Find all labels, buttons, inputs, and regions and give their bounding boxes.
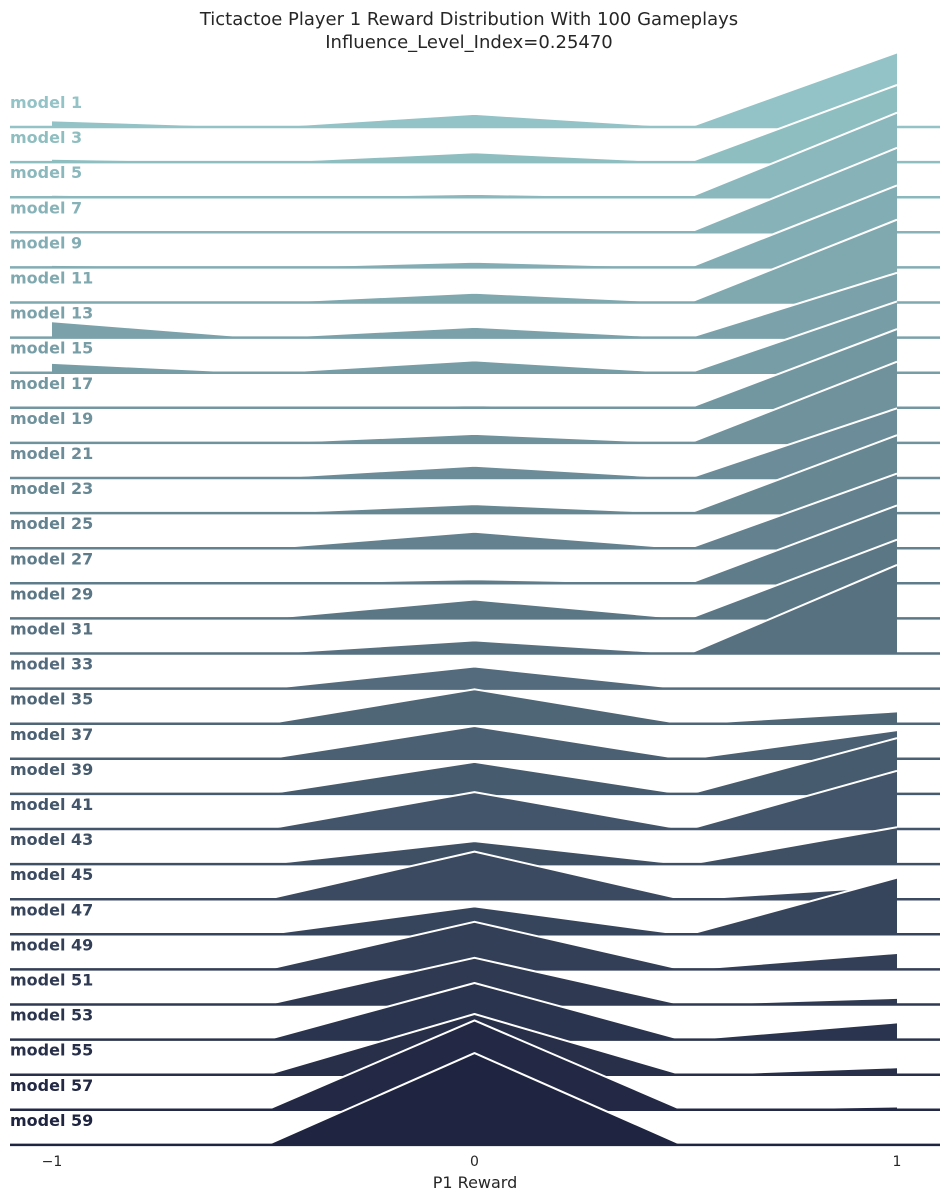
ridge-model-31: model 31 (10, 563, 940, 655)
ridge-area (52, 726, 897, 759)
series-label: model 1 (10, 93, 82, 112)
ridge-area (52, 738, 897, 794)
series-label: model 15 (10, 339, 93, 358)
series-label: model 33 (10, 655, 93, 674)
series-label: model 5 (10, 163, 82, 182)
x-tick-label: −1 (42, 1154, 63, 1170)
series-label: model 7 (10, 198, 82, 217)
series-label: model 39 (10, 760, 93, 779)
series-label: model 51 (10, 971, 93, 990)
series-label: model 27 (10, 549, 93, 568)
ridge-area (52, 827, 897, 865)
series-label: model 9 (10, 233, 82, 252)
ridge-area (52, 361, 897, 443)
x-axis-label: P1 Reward (433, 1173, 518, 1192)
ridge-model-35: model 35 (10, 688, 940, 725)
series-label: model 25 (10, 514, 93, 533)
series-label: model 55 (10, 1041, 93, 1060)
series-label: model 43 (10, 830, 93, 849)
ridge-model-53: model 53 (10, 982, 940, 1041)
series-label: model 19 (10, 409, 93, 428)
ridge-area (52, 1053, 897, 1145)
ridge-model-19: model 19 (10, 360, 940, 445)
series-label: model 17 (10, 374, 93, 393)
ridge-area (52, 564, 897, 654)
ridge-model-11: model 11 (10, 218, 940, 304)
ridge-area (52, 219, 897, 303)
x-tick-label: 1 (893, 1154, 902, 1170)
ridge-area (52, 689, 897, 724)
series-label: model 49 (10, 935, 93, 954)
series-label: model 35 (10, 690, 93, 709)
ridges-group: model 1 model 3 model 5 model 7 model 9 model… (10, 51, 940, 1147)
series-label: model 31 (10, 620, 93, 639)
series-label: model 59 (10, 1111, 93, 1130)
chart-title: Tictactoe Player 1 Reward Distribution W… (199, 9, 738, 30)
series-label: model 29 (10, 584, 93, 603)
ridge-area (52, 666, 897, 689)
series-label: model 3 (10, 128, 82, 147)
series-label: model 47 (10, 900, 93, 919)
series-label: model 11 (10, 269, 93, 288)
ridge-area (52, 921, 897, 970)
chart-subtitle: Influence_Level_Index=0.25470 (325, 32, 613, 53)
ridge-area (52, 851, 897, 900)
series-label: model 23 (10, 479, 93, 498)
ridge-model-45: model 45 (10, 850, 940, 901)
ridge-model-37: model 37 (10, 725, 940, 761)
ridge-model-1: model 1 (10, 51, 940, 129)
ridge-model-59: model 59 (10, 1052, 940, 1147)
series-label: model 45 (10, 865, 93, 884)
x-axis: −1 0 1 (42, 1154, 902, 1170)
ridge-model-33: model 33 (10, 655, 940, 690)
ridge-area (52, 983, 897, 1040)
series-label: model 41 (10, 795, 93, 814)
ridge-area (52, 957, 897, 1005)
ridge-area (52, 770, 897, 829)
x-tick-label: 0 (470, 1154, 479, 1170)
series-label: model 13 (10, 304, 93, 323)
series-label: model 37 (10, 725, 93, 744)
series-label: model 53 (10, 1006, 93, 1025)
series-label: model 57 (10, 1076, 93, 1095)
ridge-area (52, 52, 897, 127)
ridge-model-41: model 41 (10, 769, 940, 831)
series-label: model 21 (10, 444, 93, 463)
